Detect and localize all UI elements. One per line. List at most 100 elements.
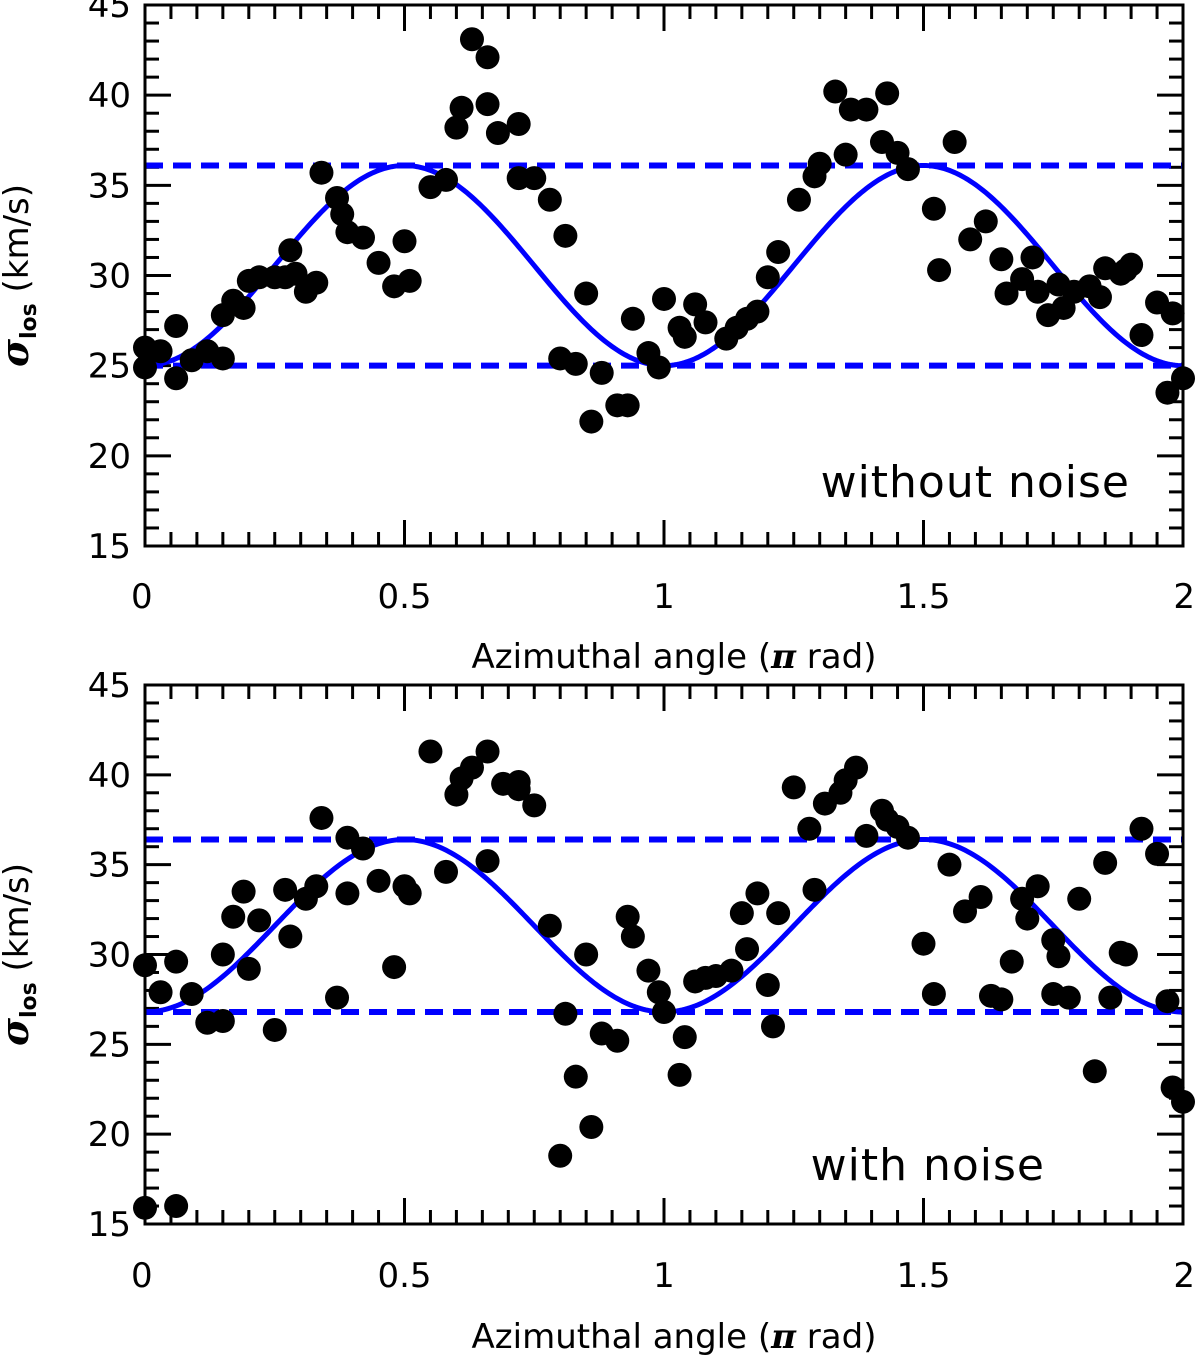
data-point: [210, 346, 235, 371]
data-point: [1046, 944, 1071, 969]
data-point: [729, 901, 754, 926]
data-point: [382, 955, 407, 980]
data-point: [148, 980, 173, 1005]
data-point: [620, 306, 645, 331]
x-tick-label: 0: [131, 577, 153, 617]
sigma-symbol: σ: [0, 338, 37, 367]
data-point: [210, 942, 235, 967]
data-point: [693, 310, 718, 335]
data-point: [164, 1194, 189, 1219]
data-point: [895, 825, 920, 850]
data-point: [802, 877, 827, 902]
data-point: [937, 852, 962, 877]
y-axis-title-suffix: (km/s): [0, 184, 37, 303]
data-point: [247, 908, 272, 933]
data-point: [574, 942, 599, 967]
data-point: [786, 187, 811, 212]
y-tick-label: 15: [88, 1205, 131, 1245]
data-point: [278, 924, 303, 949]
data-point: [605, 1028, 630, 1053]
x-axis-title: Azimuthal angle (π rad): [472, 1317, 877, 1357]
data-point: [854, 97, 879, 122]
data-point: [854, 823, 879, 848]
data-point: [506, 112, 531, 137]
data-point: [1145, 841, 1170, 866]
data-point: [283, 261, 308, 286]
y-tick-label: 45: [88, 0, 131, 26]
y-tick-label: 25: [88, 347, 131, 387]
pi-symbol: π: [770, 637, 797, 677]
y-tick-label: 15: [88, 527, 131, 567]
data-point: [735, 937, 760, 962]
y-tick-label: 35: [88, 846, 131, 886]
y-tick-label: 20: [88, 1115, 131, 1155]
data-point: [537, 187, 562, 212]
panel-annotation: without noise: [821, 457, 1130, 508]
x-axis-title-prefix: Azimuthal angle (: [472, 637, 772, 677]
data-point: [392, 229, 417, 254]
data-point: [1082, 1059, 1107, 1084]
y-tick-label: 45: [88, 666, 131, 706]
plot-frame: [143, 683, 1185, 1226]
data-point: [921, 196, 946, 221]
data-point: [397, 881, 422, 906]
data-point: [620, 924, 645, 949]
data-point: [262, 1017, 287, 1042]
data-point: [309, 805, 334, 830]
data-point: [999, 949, 1024, 974]
data-point: [459, 755, 484, 780]
x-tick-label: 0.5: [377, 577, 431, 617]
data-point: [273, 877, 298, 902]
data-point: [1093, 850, 1118, 875]
data-point: [475, 45, 500, 70]
x-tick-label: 2: [1173, 1256, 1195, 1296]
data-point: [745, 299, 770, 324]
data-point: [574, 281, 599, 306]
data-point: [475, 849, 500, 874]
data-point: [418, 739, 443, 764]
pi-symbol: π: [770, 1317, 797, 1357]
data-point: [719, 958, 744, 983]
data-point: [434, 167, 459, 192]
y-axis-title: σlos (km/s): [0, 863, 42, 1046]
data-point: [236, 956, 261, 981]
data-point: [309, 160, 334, 185]
data-point: [485, 121, 510, 146]
data-point: [1087, 285, 1112, 310]
data-point: [304, 874, 329, 899]
data-point: [823, 79, 848, 104]
y-tick-label: 25: [88, 1025, 131, 1065]
data-point: [164, 366, 189, 391]
y-axis-title-suffix: (km/s): [0, 863, 37, 982]
data-point: [844, 755, 869, 780]
x-tick-label: 1.5: [896, 577, 950, 617]
data-point: [444, 115, 469, 140]
data-point: [1155, 989, 1180, 1014]
data-point: [221, 904, 246, 929]
data-point: [148, 339, 173, 364]
data-point: [1067, 886, 1092, 911]
data-point: [231, 879, 256, 904]
x-tick-label: 0: [131, 1256, 153, 1296]
data-point: [683, 292, 708, 317]
data-point: [760, 1014, 785, 1039]
x-axis-title-prefix: Azimuthal angle (: [472, 1317, 772, 1357]
data-point: [652, 999, 676, 1024]
data-point: [335, 881, 360, 906]
data-point: [1020, 245, 1045, 270]
data-point: [1113, 942, 1138, 967]
data-point: [646, 355, 671, 380]
data-point: [953, 899, 978, 924]
data-point: [1129, 816, 1154, 841]
data-point: [553, 1001, 578, 1026]
y-axis-title: σlos (km/s): [0, 184, 42, 367]
data-point: [579, 409, 604, 434]
data-point: [350, 836, 375, 861]
data-point: [994, 281, 1019, 306]
data-point: [615, 904, 640, 929]
data-point: [548, 1143, 573, 1168]
data-point: [672, 1025, 697, 1050]
data-point: [875, 81, 900, 106]
x-tick-label: 1: [653, 1256, 675, 1296]
data-point: [330, 202, 355, 227]
